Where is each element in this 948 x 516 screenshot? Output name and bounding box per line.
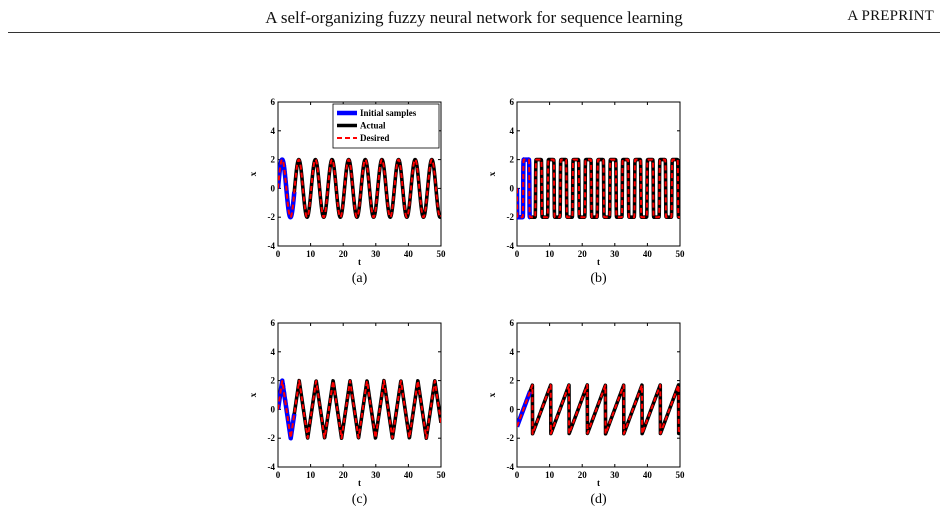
x-axis-label: t [358,478,361,488]
x-tick-label: 40 [404,470,414,480]
y-tick-label: 4 [271,126,276,136]
series-line-desired [517,158,680,219]
x-axis-label: t [358,257,361,267]
x-tick-label: 10 [545,470,555,480]
x-tick-label: 20 [339,249,349,259]
series-line-desired [517,383,680,435]
x-tick-label: 10 [306,470,316,480]
subfigure-caption: (a) [352,271,368,286]
chart-panel: 0 10 20 30 40 50 -4 -2 0 2 4 6 t x (a) Initial samples A… [248,97,446,286]
y-axis-label: x [248,171,258,176]
y-tick-label: 4 [510,126,515,136]
chart-panel: 0 10 20 30 40 50 -4 -2 0 2 4 6 t x (d) [487,318,685,507]
page-header: A self-organizing fuzzy neural network f… [0,0,948,34]
x-tick-label: 30 [610,249,620,259]
y-tick-label: -4 [507,462,515,472]
y-tick-label: -4 [507,241,515,251]
y-tick-label: 4 [510,347,515,357]
paper-running-title: A self-organizing fuzzy neural network f… [265,8,683,27]
x-tick-label: 40 [643,470,653,480]
legend-entry: Desired [360,133,389,143]
series-line-desired [278,379,441,440]
x-axis-label: t [597,478,600,488]
y-tick-label: 6 [510,97,515,107]
y-tick-label: 0 [271,404,276,414]
legend-entry: Actual [360,121,386,131]
axes-frame [277,322,442,468]
x-axis-label: t [597,257,600,267]
y-tick-label: -2 [268,212,276,222]
y-tick-label: 4 [271,347,276,357]
x-tick-label: 20 [339,470,349,480]
y-axis-label: x [487,171,497,176]
y-tick-label: 2 [271,155,276,165]
x-tick-label: 0 [276,249,281,259]
y-tick-label: -2 [507,212,515,222]
chart-panel: 0 10 20 30 40 50 -4 -2 0 2 4 6 t x (c) [248,318,446,507]
x-tick-label: 20 [578,249,588,259]
x-tick-label: 50 [437,249,447,259]
subfigure-caption: (d) [590,492,607,507]
x-tick-label: 50 [437,470,447,480]
x-tick-label: 0 [276,470,281,480]
header-rule [8,32,940,33]
x-tick-label: 10 [545,249,555,259]
series-line-desired [278,158,441,219]
y-axis-label: x [248,392,258,397]
x-tick-label: 30 [371,470,381,480]
y-tick-label: -4 [268,241,276,251]
y-tick-label: -2 [507,433,515,443]
y-axis-label: x [487,392,497,397]
y-tick-label: 0 [271,183,276,193]
y-tick-label: 6 [271,97,276,107]
x-tick-label: 40 [643,249,653,259]
y-tick-label: 6 [510,318,515,328]
subfigure-caption: (b) [590,271,607,286]
x-tick-label: 40 [404,249,414,259]
x-tick-label: 20 [578,470,588,480]
y-tick-label: 6 [271,318,276,328]
y-tick-label: 0 [510,183,515,193]
y-tick-label: -4 [268,462,276,472]
axes-frame [516,322,681,468]
x-tick-label: 50 [676,470,686,480]
x-tick-label: 10 [306,249,316,259]
subfigure-caption: (c) [352,492,368,507]
legend-entry: Initial samples [360,108,417,118]
x-tick-label: 50 [676,249,686,259]
x-tick-label: 30 [610,470,620,480]
preprint-label: A PREPRINT [847,8,934,24]
chart-panel: 0 10 20 30 40 50 -4 -2 0 2 4 6 t x (b) [487,97,685,286]
y-tick-label: -2 [268,433,276,443]
x-tick-label: 0 [515,470,520,480]
y-tick-label: 2 [271,376,276,386]
y-tick-label: 2 [510,376,515,386]
y-tick-label: 2 [510,155,515,165]
x-tick-label: 30 [371,249,381,259]
x-tick-label: 0 [515,249,520,259]
y-tick-label: 0 [510,404,515,414]
